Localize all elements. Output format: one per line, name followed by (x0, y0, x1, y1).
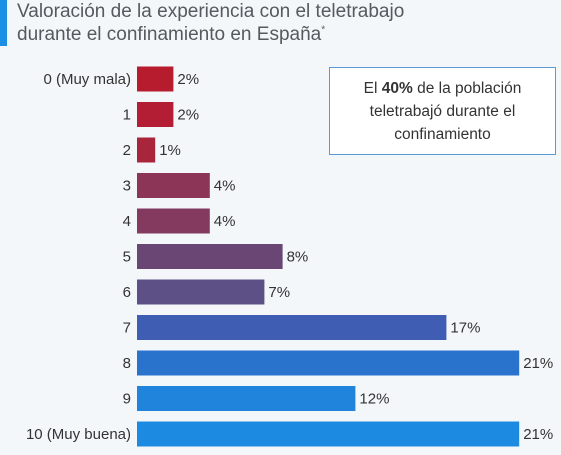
category-label: 10 (Muy buena) (26, 426, 131, 443)
category-label: 1 (123, 107, 131, 124)
bar (137, 350, 520, 376)
value-label: 2% (177, 71, 199, 88)
category-label: 2 (123, 142, 131, 159)
value-label: 1% (159, 142, 181, 159)
title-accent-bar (0, 0, 7, 46)
callout-suffix: de la población teletrabajó durante el c… (369, 79, 522, 143)
category-label: 6 (123, 284, 131, 301)
bar (137, 279, 265, 305)
bar (137, 208, 210, 234)
value-label: 7% (268, 284, 290, 301)
bar (137, 315, 447, 340)
bar (137, 421, 520, 447)
bar (137, 66, 174, 92)
info-callout-text: El 40% de la población teletrabajó duran… (340, 77, 545, 146)
bar (137, 173, 210, 198)
bar (137, 102, 174, 127)
category-label: 5 (123, 249, 131, 266)
value-label: 21% (523, 426, 553, 443)
category-label: 3 (123, 178, 131, 195)
value-label: 8% (287, 249, 309, 266)
title-line-1: Valoración de la experiencia con el tele… (17, 1, 405, 22)
bar (137, 386, 356, 411)
bar (137, 137, 156, 163)
value-label: 2% (177, 107, 199, 124)
callout-prefix: El (363, 79, 378, 97)
category-label: 7 (123, 320, 131, 337)
value-label: 12% (359, 391, 389, 408)
value-label: 21% (523, 355, 553, 372)
callout-highlight: 40% (381, 79, 413, 97)
category-label: 9 (123, 391, 131, 408)
title-footnote-mark: * (321, 24, 326, 36)
info-callout-box: El 40% de la población teletrabajó duran… (329, 67, 556, 155)
value-label: 4% (214, 213, 236, 230)
category-label: 4 (123, 213, 131, 230)
value-label: 4% (214, 178, 236, 195)
value-label: 17% (450, 320, 480, 337)
title-line-2: durante el confinamiento en España (17, 24, 322, 45)
bar (137, 244, 283, 269)
category-label: 8 (123, 355, 131, 372)
chart-title: Valoración de la experiencia con el tele… (17, 0, 537, 46)
category-label: 0 (Muy mala) (43, 71, 131, 88)
